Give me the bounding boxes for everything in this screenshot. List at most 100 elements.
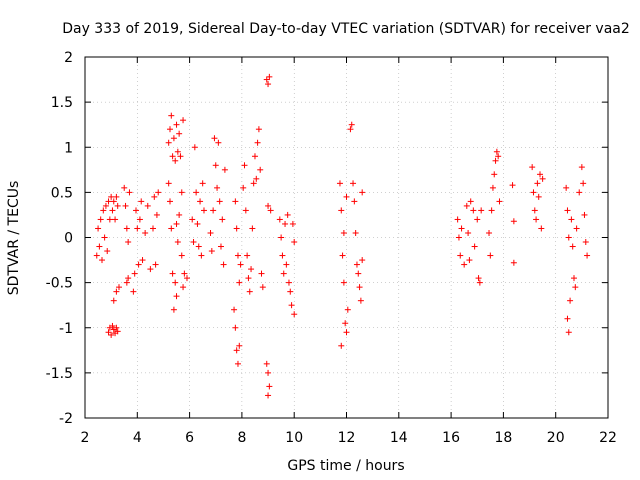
data-point <box>492 157 499 164</box>
data-point <box>496 198 503 205</box>
data-point <box>136 216 143 223</box>
data-point <box>343 329 350 336</box>
data-point <box>180 117 187 124</box>
data-point <box>123 279 130 286</box>
data-point <box>534 180 541 187</box>
data-point <box>165 180 172 187</box>
data-point <box>131 270 138 277</box>
data-point <box>191 144 198 151</box>
chart-title: Day 333 of 2019, Sidereal Day-to-day VTE… <box>62 21 630 37</box>
data-point <box>122 202 129 209</box>
data-point <box>211 135 218 142</box>
data-point <box>584 252 591 259</box>
data-point <box>531 207 538 214</box>
data-point <box>178 252 185 259</box>
data-point <box>582 239 589 246</box>
data-point <box>357 297 364 304</box>
data-point <box>135 261 142 268</box>
data-point <box>166 198 173 205</box>
data-point <box>291 311 298 318</box>
data-point <box>463 202 470 209</box>
data-point <box>283 261 290 268</box>
data-point <box>112 216 119 223</box>
data-point <box>220 261 227 268</box>
y-tick-label: 2 <box>64 50 73 66</box>
data-point <box>573 225 580 232</box>
data-point <box>216 198 223 205</box>
data-point <box>580 180 587 187</box>
data-point <box>169 153 176 160</box>
data-point <box>493 148 500 155</box>
data-point <box>125 275 132 282</box>
data-point <box>359 189 366 196</box>
data-point <box>132 207 139 214</box>
data-point <box>340 279 347 286</box>
data-point <box>109 322 116 329</box>
data-point <box>466 257 473 264</box>
data-point <box>214 184 221 191</box>
data-point <box>475 275 482 282</box>
data-point <box>352 229 359 236</box>
y-tick-label: -1.5 <box>46 366 73 382</box>
data-point <box>529 164 536 171</box>
x-tick-label: 20 <box>547 430 565 446</box>
x-tick-label: 22 <box>599 430 617 446</box>
data-point <box>93 252 100 259</box>
data-point <box>190 239 197 246</box>
data-point <box>279 252 286 259</box>
data-point <box>126 189 133 196</box>
data-point <box>114 328 121 335</box>
data-point <box>95 225 102 232</box>
data-point <box>232 198 239 205</box>
data-point <box>265 81 272 88</box>
data-point <box>259 284 266 291</box>
data-point <box>176 130 183 137</box>
data-point <box>254 139 261 146</box>
data-point <box>251 153 258 160</box>
data-point <box>165 139 172 146</box>
data-point <box>180 284 187 291</box>
data-point <box>356 284 363 291</box>
data-point <box>110 198 117 205</box>
data-point <box>97 216 104 223</box>
data-point <box>285 279 292 286</box>
data-point <box>359 257 366 264</box>
data-point <box>489 184 496 191</box>
data-point <box>113 288 120 295</box>
data-point <box>176 211 183 218</box>
y-tick-label: 0.5 <box>51 185 73 201</box>
data-point <box>495 153 502 160</box>
data-point <box>535 193 542 200</box>
data-point <box>257 166 264 173</box>
data-point <box>236 279 243 286</box>
data-point <box>467 198 474 205</box>
x-tick-label: 18 <box>494 430 512 446</box>
data-point <box>231 306 238 313</box>
data-point <box>471 243 478 250</box>
data-point <box>197 198 204 205</box>
data-point <box>266 383 273 390</box>
data-point <box>265 202 272 209</box>
x-tick-label: 14 <box>390 430 408 446</box>
data-point <box>539 175 546 182</box>
data-point <box>246 288 253 295</box>
grid <box>85 57 608 418</box>
data-point <box>280 270 287 277</box>
data-point <box>153 211 160 218</box>
data-point <box>108 331 115 338</box>
y-axis-label: SDTVAR / TECUs <box>6 181 22 296</box>
data-point <box>568 216 575 223</box>
data-point <box>115 284 122 291</box>
data-point <box>340 229 347 236</box>
data-point <box>478 207 485 214</box>
data-point <box>350 180 357 187</box>
y-tick-label: -2 <box>59 411 73 427</box>
data-point <box>289 220 296 227</box>
data-point <box>266 73 273 80</box>
data-point <box>487 252 494 259</box>
x-tick-label: 16 <box>442 430 460 446</box>
x-tick-label: 6 <box>185 430 194 446</box>
data-point <box>265 369 272 376</box>
data-point <box>152 261 159 268</box>
data-point <box>567 297 574 304</box>
